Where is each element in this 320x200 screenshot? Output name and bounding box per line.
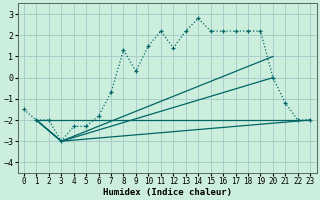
X-axis label: Humidex (Indice chaleur): Humidex (Indice chaleur) <box>103 188 232 197</box>
